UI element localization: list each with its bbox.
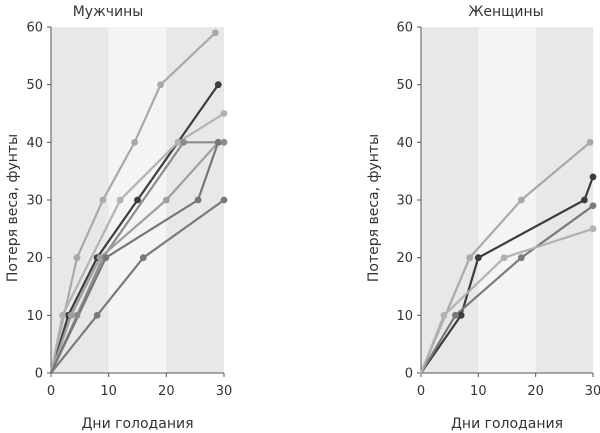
data-point-m4 — [180, 138, 188, 146]
y-tick-label: 40 — [26, 136, 43, 151]
data-point-m3 — [174, 138, 182, 146]
x-axis-label: Дни голодания — [451, 416, 563, 432]
y-tick-label: 30 — [26, 194, 43, 209]
data-point-m3 — [59, 311, 66, 319]
y-tick-label: 10 — [26, 309, 43, 324]
data-point-f1 — [466, 254, 474, 262]
data-point-m1 — [157, 81, 164, 89]
data-point-f4 — [500, 254, 508, 262]
series-line-f4 — [419, 227, 595, 375]
x-tick-label: 30 — [216, 384, 233, 399]
data-point-f2 — [589, 173, 597, 181]
y-tick-label: 20 — [26, 251, 43, 266]
series-line-f3 — [419, 204, 595, 375]
data-point-m1 — [211, 29, 219, 37]
y-tick-label: 40 — [396, 136, 413, 151]
data-point-f3 — [452, 311, 459, 319]
data-point-m7 — [93, 311, 101, 319]
data-point-m1 — [99, 196, 107, 204]
data-point-m6 — [214, 138, 222, 146]
series-line-m7 — [49, 198, 226, 375]
background-band — [478, 27, 536, 373]
data-point-m1 — [73, 254, 81, 262]
y-tick-label: 30 — [396, 194, 413, 209]
y-tick-label: 50 — [26, 78, 43, 93]
data-point-f2 — [457, 311, 465, 319]
data-point-m7 — [139, 254, 147, 262]
x-tick-label: 30 — [585, 384, 600, 399]
data-point-f3 — [517, 254, 525, 262]
data-point-m4 — [73, 311, 81, 319]
panel-title: Мужчины — [73, 4, 144, 20]
x-axis-label: Дни голодания — [81, 416, 193, 432]
x-tick-label: 0 — [47, 384, 55, 399]
data-point-f2 — [474, 254, 482, 262]
data-point-f4 — [589, 225, 597, 233]
data-point-m2 — [134, 196, 141, 204]
y-tick-label: 50 — [396, 78, 413, 93]
data-point-m3 — [116, 196, 124, 204]
men-panel: 0 10 20 30 40 50 60 0 10 20 30 Мужчины Дни голодания… — [5, 4, 232, 432]
data-point-m6 — [102, 254, 110, 262]
data-point-m6 — [194, 196, 202, 204]
y-tick-label: 20 — [396, 251, 413, 266]
y-tick-label: 60 — [396, 21, 413, 36]
y-axis-label: Потеря веса, фунты — [366, 134, 382, 282]
background-band — [421, 27, 479, 373]
y-tick-label: 0 — [35, 367, 43, 382]
data-point-f3 — [589, 202, 597, 210]
x-tick-label: 10 — [470, 384, 487, 399]
y-axis-label: Потеря веса, фунты — [5, 134, 21, 282]
data-point-m3 — [220, 110, 228, 117]
x-tick-label: 20 — [158, 384, 175, 399]
women-panel: 0 10 20 30 40 50 60 0 10 20 30 Женщины Дни голодания… — [366, 4, 600, 432]
data-point-f2 — [581, 196, 588, 204]
panel-title: Женщины — [468, 4, 543, 20]
data-point-m5 — [162, 196, 170, 204]
x-tick-label: 0 — [417, 384, 425, 399]
series-line-m1 — [49, 31, 217, 375]
y-tick-label: 10 — [396, 309, 413, 324]
data-point-f1 — [517, 196, 525, 204]
data-point-f4 — [440, 311, 448, 319]
data-point-m2 — [214, 81, 222, 89]
y-tick-label: 0 — [405, 367, 413, 382]
data-point-m5 — [96, 254, 104, 262]
y-tick-label: 60 — [26, 21, 43, 36]
data-point-m1 — [131, 138, 139, 146]
x-tick-label: 20 — [527, 384, 544, 399]
data-point-f1 — [586, 138, 594, 146]
x-tick-label: 10 — [100, 384, 117, 399]
data-point-m5 — [67, 311, 75, 319]
data-point-m7 — [220, 196, 228, 204]
data-point-m4 — [220, 138, 228, 146]
